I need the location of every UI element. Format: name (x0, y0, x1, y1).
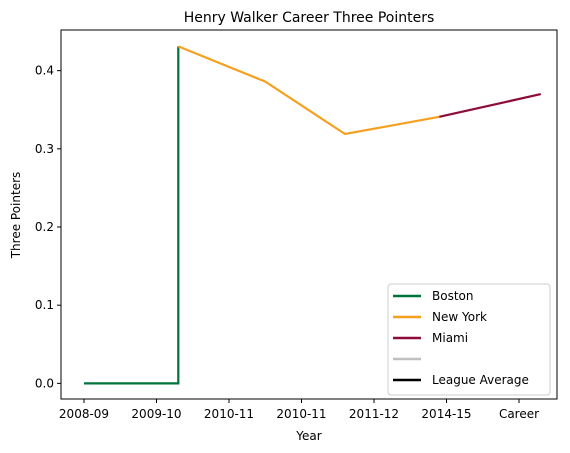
legend-label: Miami (432, 331, 468, 345)
y-tick-label: 0.2 (35, 220, 54, 234)
x-tick-label: 2010-11 (276, 407, 326, 421)
x-tick-label: 2008-09 (59, 407, 109, 421)
x-tick-label: 2009-10 (131, 407, 181, 421)
legend-label: New York (432, 310, 487, 324)
x-tick-label: Career (499, 407, 539, 421)
y-tick-label: 0.4 (35, 64, 54, 78)
y-axis: 0.0 0.1 0.2 0.3 0.4 (35, 64, 61, 390)
series-line-3 (439, 93, 542, 118)
x-tick-label: 2010-11 (204, 407, 254, 421)
x-axis-label: Year (295, 429, 321, 443)
plot-area (60, 29, 558, 400)
series-line-1 (84, 46, 180, 385)
chart-title: Henry Walker Career Three Pointers (184, 10, 435, 26)
x-tick-label: 2014-15 (421, 407, 471, 421)
series-line-2 (177, 45, 440, 136)
y-axis-label: Three Pointers (9, 172, 23, 260)
legend-label: League Average (432, 373, 529, 387)
x-tick-label: 2011-12 (349, 407, 399, 421)
legend: Boston New York Miami League Average (387, 283, 551, 396)
legend-box (387, 283, 551, 396)
x-axis: 2008-09 2009-10 2010-11 2010-11 2011-12 2014-… (59, 399, 539, 421)
axes-frame (60, 29, 558, 400)
legend-label: Boston (432, 289, 473, 303)
y-tick-label: 0.0 (35, 376, 54, 390)
y-tick-label: 0.1 (35, 298, 54, 312)
y-tick-label: 0.3 (35, 142, 54, 156)
